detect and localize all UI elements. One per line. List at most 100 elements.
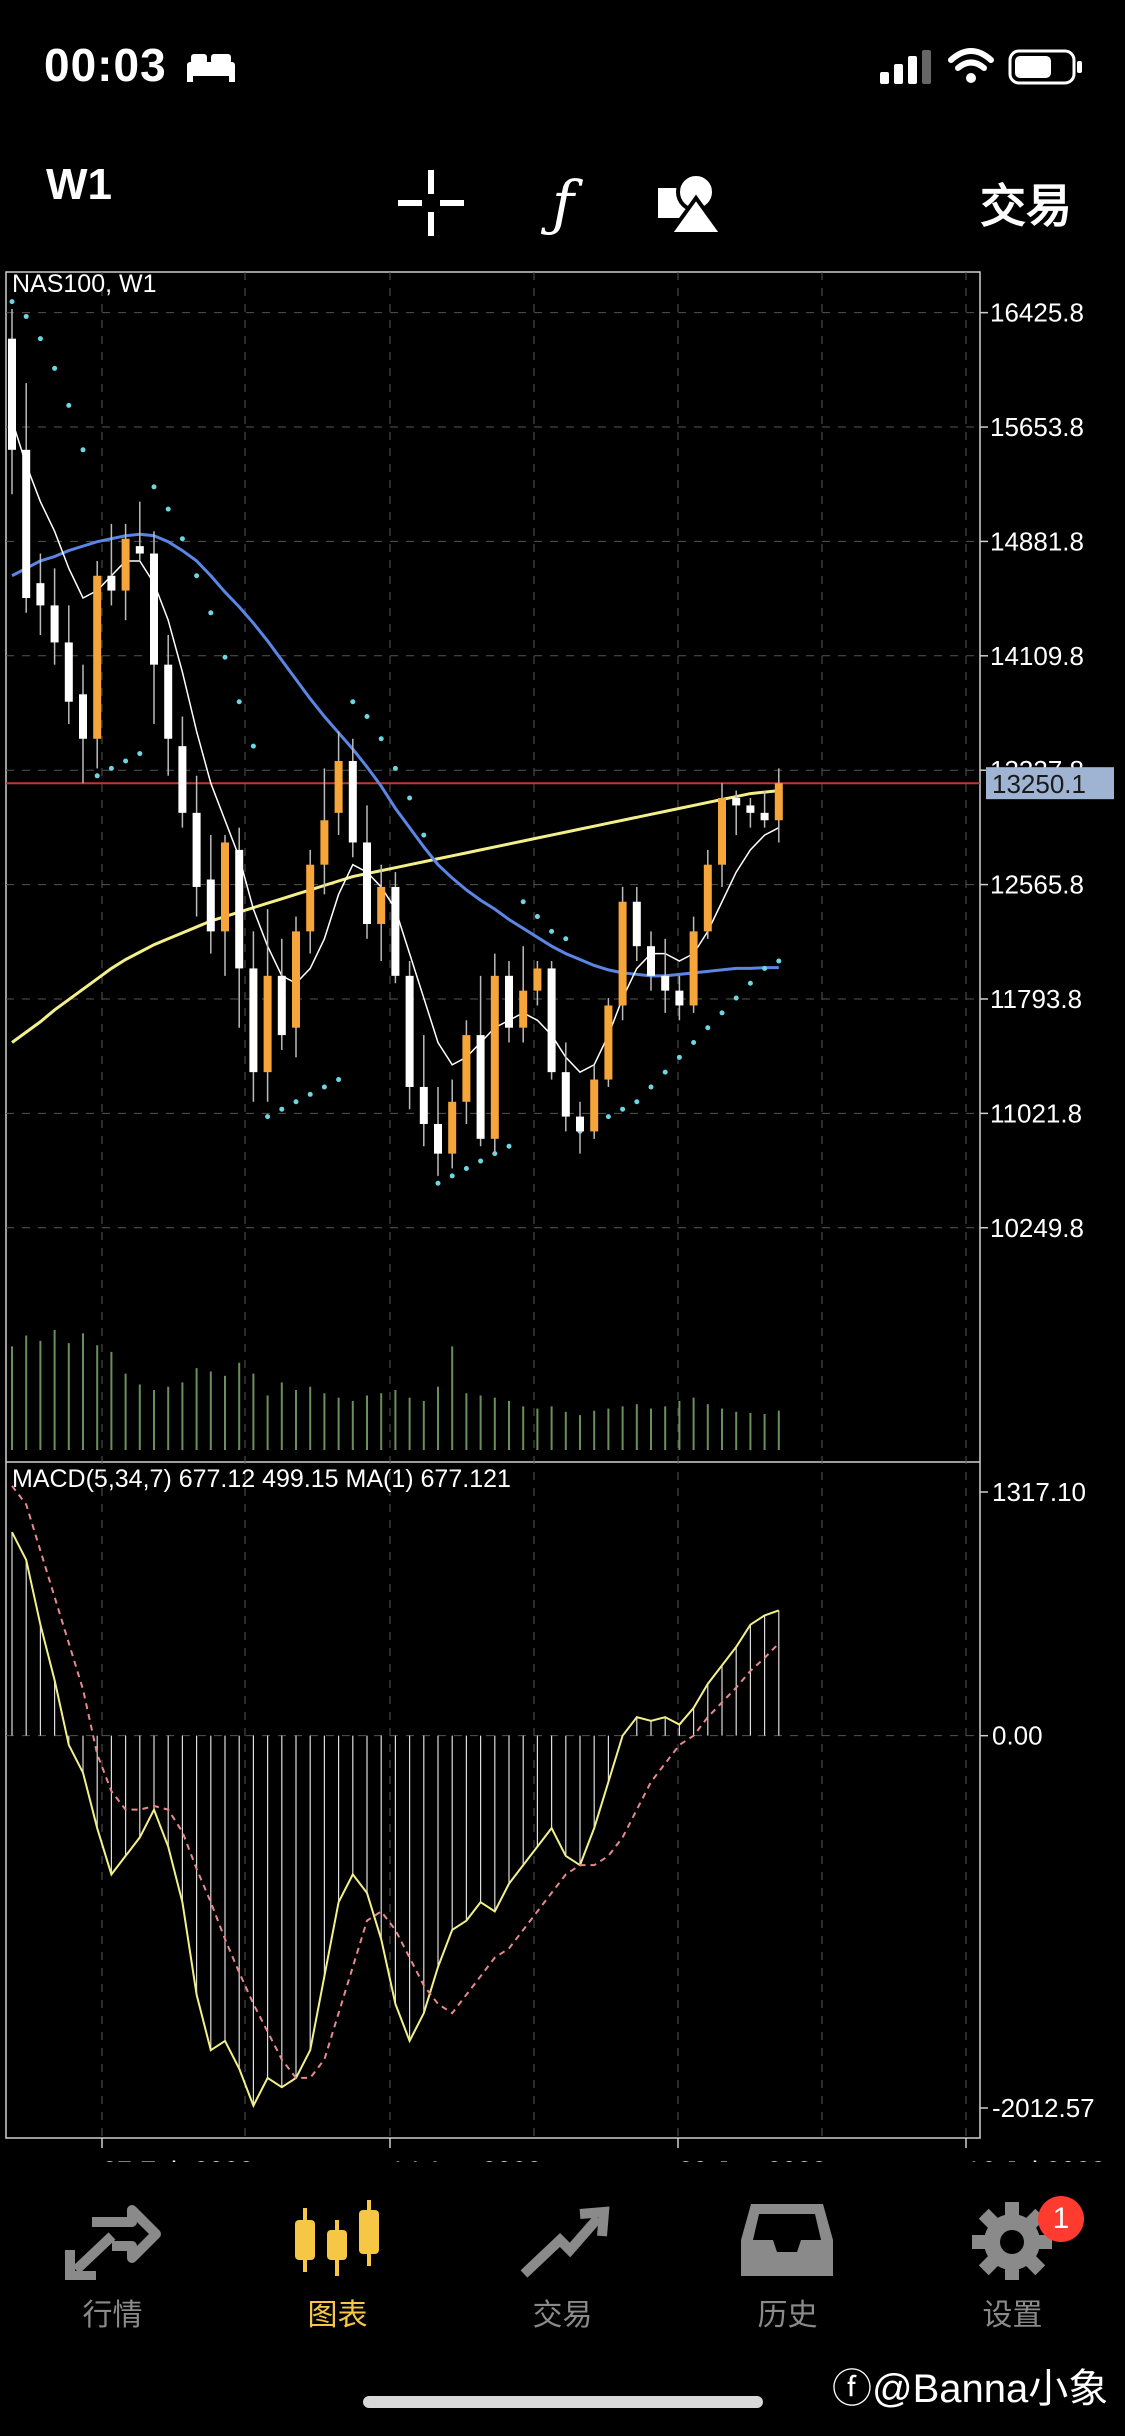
price-chart[interactable]: NAS100, W1 MACD(5,34,7) 677.12 499.15 MA… (0, 262, 1125, 2162)
tab-label: 交易 (532, 2299, 593, 2332)
watermark: ⓕ@Banna小象 (832, 2367, 1109, 2411)
parabolic-sar (9, 299, 782, 1186)
candle-body (79, 694, 87, 739)
macd-indicator (11, 1485, 780, 2109)
sar-dot (534, 914, 540, 920)
candle-body (50, 605, 59, 643)
sar-dot (563, 936, 569, 942)
status-time: 00:03 (44, 39, 167, 91)
candle-body (462, 1035, 471, 1102)
objects-icon[interactable] (654, 168, 724, 238)
candle-body (93, 575, 102, 739)
price-tick-label: 11793.8 (990, 984, 1082, 1014)
price-tick-label: 12565.8 (990, 870, 1084, 900)
time-label: 29 Jan 2023 (678, 2156, 827, 2162)
candle-body (490, 975, 499, 1139)
sar-dot (705, 1025, 711, 1031)
sar-dot (634, 1099, 640, 1105)
sar-dot (165, 506, 171, 512)
sar-dot (123, 758, 129, 764)
tab-history[interactable]: 历史 (675, 2180, 900, 2360)
candle-body (590, 1079, 599, 1132)
sar-dot (506, 1143, 512, 1149)
sar-dot (236, 699, 242, 705)
candle-body (221, 842, 229, 932)
sar-dot (23, 313, 29, 319)
function-icon[interactable]: ƒ (528, 168, 598, 238)
price-tick-label: 11021.8 (990, 1098, 1082, 1128)
sar-dot (194, 573, 200, 579)
sar-dot (336, 1077, 342, 1083)
wifi-icon (948, 48, 994, 83)
sar-dot (250, 743, 256, 749)
candle-body (760, 812, 769, 821)
trade-icon (520, 2206, 610, 2278)
sar-dot (463, 1165, 469, 1171)
tab-trade[interactable]: 交易 (450, 2180, 675, 2360)
candle-body (661, 975, 670, 991)
macd-line (11, 1531, 780, 2109)
price-tick-label: 15653.8 (990, 412, 1084, 442)
candle-body (732, 798, 741, 806)
candle-body (178, 746, 187, 813)
home-indicator[interactable] (363, 2396, 763, 2408)
timeframe-button[interactable]: W1 (46, 160, 112, 209)
candle-body (576, 1116, 584, 1132)
candle-body (689, 931, 698, 1006)
trade-button[interactable]: 交易 (980, 180, 1072, 232)
sar-dot (321, 1084, 327, 1090)
sar-dot (776, 958, 782, 964)
candle-body (135, 546, 144, 554)
tab-label: 图表 (307, 2299, 368, 2332)
tab-label: 设置 (982, 2299, 1043, 2332)
candle-body (150, 553, 158, 665)
candle-body (561, 1072, 570, 1117)
tab-quotes[interactable]: 行情 (0, 2180, 225, 2360)
price-tick-label: 14109.8 (990, 641, 1084, 671)
chart-grid (5, 271, 981, 2139)
symbol-label: NAS100, W1 (12, 270, 157, 298)
candle-body (263, 975, 272, 1073)
sar-dot (719, 1010, 725, 1016)
sar-dot (293, 1099, 299, 1105)
chart-border (5, 271, 981, 2139)
candle-body (419, 1086, 428, 1125)
time-label: 27 Feb 2022 (102, 2156, 254, 2162)
sar-dot (94, 773, 100, 779)
candle-body (363, 842, 371, 924)
candle-body (618, 901, 627, 1006)
sar-dot (378, 736, 384, 742)
candle-body (192, 812, 201, 887)
candle-body (533, 968, 542, 991)
tab-bar: 行情 图表 交易 历史 (0, 2180, 1125, 2360)
macd-label: MACD(5,34,7) 677.12 499.15 MA(1) 677.121 (12, 1465, 511, 1493)
sar-dot (478, 1158, 484, 1164)
sar-dot (762, 965, 768, 971)
macd-tick-label: 0.00 (992, 1721, 1043, 1751)
tab-charts[interactable]: 图表 (225, 2180, 450, 2360)
battery-icon (1008, 49, 1082, 85)
chart-axes: NAS100, W1 MACD(5,34,7) 677.12 499.15 MA… (12, 270, 1114, 2162)
sar-dot (407, 795, 413, 801)
price-tick-label: 14881.8 (990, 526, 1084, 556)
candle-body (632, 901, 641, 947)
candle-body (36, 583, 45, 606)
candle-body (377, 886, 386, 924)
crosshair-icon[interactable] (396, 168, 466, 238)
sar-dot (676, 1054, 682, 1060)
candle-body (547, 968, 556, 1073)
sar-dot (208, 610, 214, 616)
svg-text:ƒ: ƒ (541, 169, 584, 238)
sar-dot (179, 536, 185, 542)
time-label: 14 Aug 2022 (390, 2156, 542, 2162)
sar-dot (662, 1069, 668, 1075)
ma-slow-line (11, 789, 779, 1044)
candle-body (320, 820, 329, 865)
signal-icon (880, 50, 931, 84)
candle-body (348, 760, 357, 843)
sar-dot (80, 447, 86, 453)
candle-body (448, 1101, 457, 1154)
sar-dot (265, 1114, 271, 1120)
sar-dot (137, 751, 143, 757)
tab-settings[interactable]: 设置 (900, 2180, 1125, 2360)
